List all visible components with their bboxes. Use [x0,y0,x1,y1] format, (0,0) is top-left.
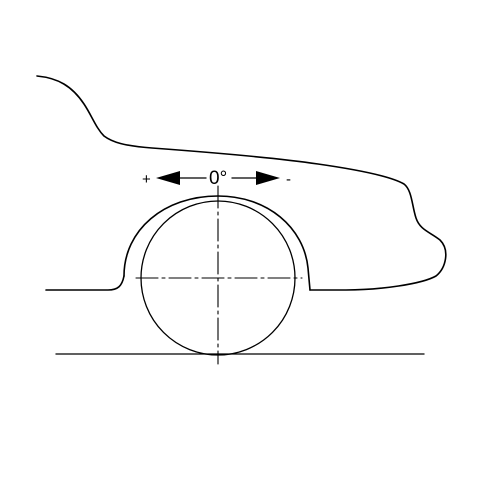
minus-sign-label: - [286,171,291,188]
lower-body-line [45,275,125,291]
plus-sign-label: + [142,171,151,188]
right-arrow-head [256,171,280,185]
wheel-arch [123,195,311,291]
car-body-outline [36,75,447,291]
angle-value-label: 0° [209,168,227,189]
left-arrow-head [156,171,180,185]
